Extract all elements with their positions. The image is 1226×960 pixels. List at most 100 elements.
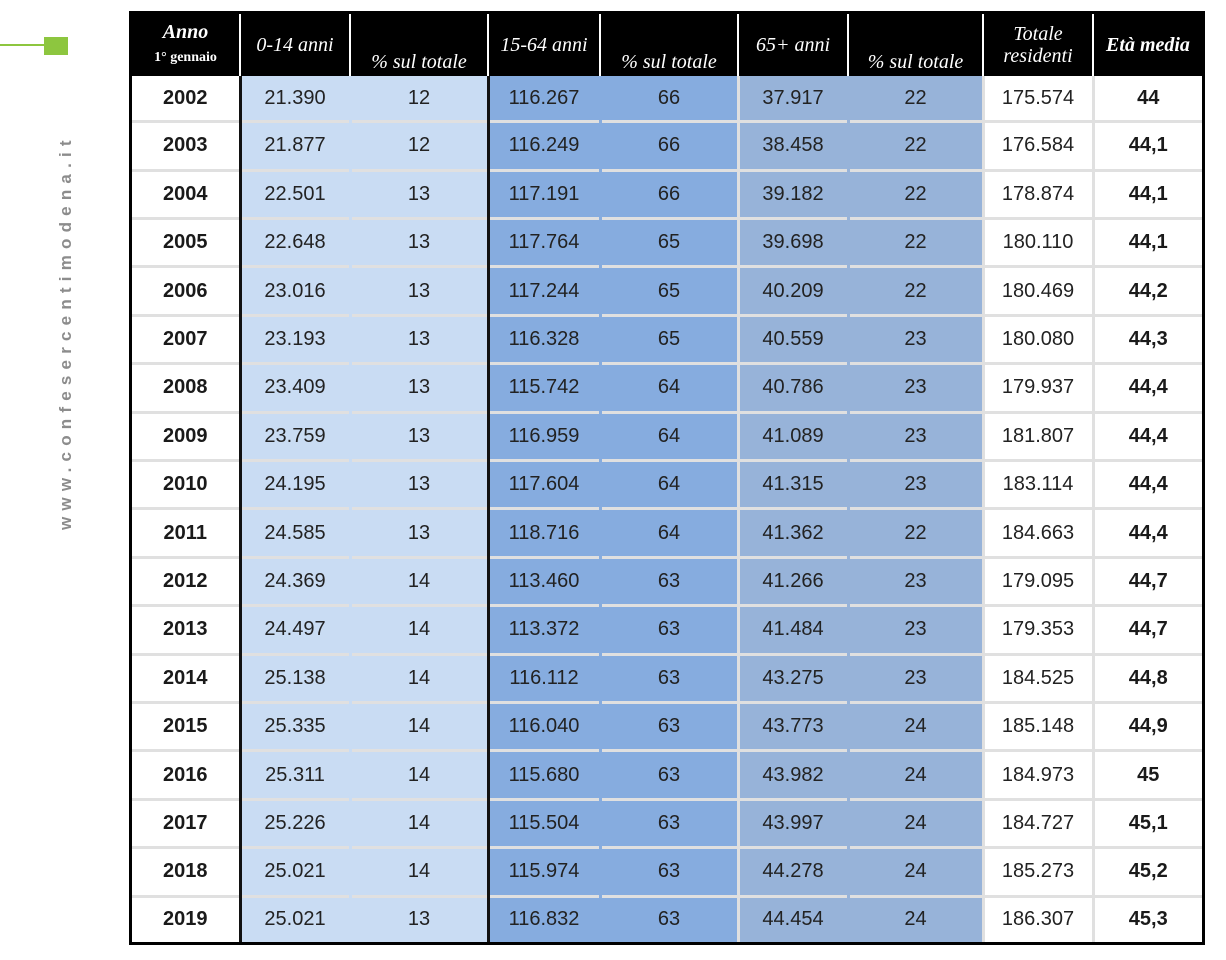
cell-age-65-plus: 44.454 (736, 894, 848, 942)
cell-totale-residenti: 185.273 (981, 846, 1093, 897)
header-age-65-plus: 65+ anni (737, 14, 848, 76)
cell-eta-media: 44,1 (1091, 168, 1202, 219)
cell-pct-15-64: 64 (598, 410, 738, 461)
cell-pct-15-64: 63 (598, 797, 738, 848)
cell-pct-15-64: 64 (598, 458, 738, 509)
cell-totale-residenti: 179.095 (981, 555, 1093, 606)
cell-pct-65-plus: 24 (846, 797, 983, 848)
cell-totale-residenti: 184.525 (981, 652, 1093, 703)
cell-totale-residenti: 186.307 (981, 894, 1093, 942)
cell-anno: 2009 (132, 410, 240, 461)
cell-age-15-64: 113.372 (486, 604, 600, 655)
cell-eta-media: 44,7 (1091, 604, 1202, 655)
cell-age-15-64: 115.504 (486, 797, 600, 848)
cell-pct-65-plus: 22 (846, 76, 983, 122)
cell-anno: 2014 (132, 652, 240, 703)
cell-pct-15-64: 66 (598, 168, 738, 219)
header-eta-media: Età media (1092, 14, 1202, 76)
cell-age-65-plus: 44.278 (736, 846, 848, 897)
cell-age-65-plus: 43.997 (736, 797, 848, 848)
cell-anno: 2006 (132, 265, 240, 316)
header-totale-residenti: Totale residenti (982, 14, 1093, 76)
table-row: 2007 23.193 13 116.328 65 40.559 23 180.080 44,3 (132, 313, 1202, 364)
cell-pct-0-14: 12 (348, 120, 488, 171)
cell-anno: 2005 (132, 216, 240, 267)
cell-age-65-plus: 43.275 (736, 652, 848, 703)
cell-pct-0-14: 13 (348, 362, 488, 413)
cell-pct-0-14: 13 (348, 894, 488, 942)
cell-pct-65-plus: 23 (846, 410, 983, 461)
header-age-0-14: 0-14 anni (239, 14, 350, 76)
cell-age-15-64: 116.267 (486, 76, 600, 122)
table-row: 2019 25.021 13 116.832 63 44.454 24 186.307 45,3 (132, 894, 1202, 942)
cell-pct-15-64: 65 (598, 313, 738, 364)
brand-accent-line (0, 44, 44, 46)
cell-anno: 2013 (132, 604, 240, 655)
cell-pct-15-64: 64 (598, 362, 738, 413)
cell-age-0-14: 25.311 (238, 749, 350, 800)
cell-pct-65-plus: 24 (846, 846, 983, 897)
cell-pct-0-14: 13 (348, 458, 488, 509)
cell-totale-residenti: 179.353 (981, 604, 1093, 655)
cell-pct-15-64: 64 (598, 507, 738, 558)
cell-age-65-plus: 43.773 (736, 700, 848, 751)
cell-age-65-plus: 43.982 (736, 749, 848, 800)
cell-anno: 2015 (132, 700, 240, 751)
table-header: Anno 1° gennaio 0-14 anni % sul totale 1… (132, 14, 1202, 76)
cell-age-0-14: 23.409 (238, 362, 350, 413)
table-row: 2006 23.016 13 117.244 65 40.209 22 180.469 44,2 (132, 265, 1202, 316)
cell-age-65-plus: 39.182 (736, 168, 848, 219)
cell-pct-65-plus: 23 (846, 555, 983, 606)
cell-eta-media: 45,1 (1091, 797, 1202, 848)
cell-pct-65-plus: 22 (846, 265, 983, 316)
cell-age-15-64: 117.191 (486, 168, 600, 219)
cell-pct-65-plus: 22 (846, 168, 983, 219)
header-pct-0-14: % sul totale (349, 14, 488, 76)
table-row: 2009 23.759 13 116.959 64 41.089 23 181.807 44,4 (132, 410, 1202, 461)
cell-age-15-64: 116.249 (486, 120, 600, 171)
cell-anno: 2011 (132, 507, 240, 558)
table-row: 2003 21.877 12 116.249 66 38.458 22 176.584 44,1 (132, 120, 1202, 171)
header-anno: Anno 1° gennaio (132, 14, 240, 76)
cell-anno: 2017 (132, 797, 240, 848)
cell-totale-residenti: 184.973 (981, 749, 1093, 800)
cell-pct-15-64: 63 (598, 604, 738, 655)
cell-pct-0-14: 14 (348, 555, 488, 606)
cell-eta-media: 44,8 (1091, 652, 1202, 703)
cell-eta-media: 44,1 (1091, 216, 1202, 267)
table-row: 2008 23.409 13 115.742 64 40.786 23 179.937 44,4 (132, 362, 1202, 413)
cell-age-0-14: 25.226 (238, 797, 350, 848)
cell-pct-0-14: 13 (348, 313, 488, 364)
cell-pct-65-plus: 22 (846, 507, 983, 558)
cell-pct-0-14: 14 (348, 652, 488, 703)
cell-eta-media: 44,1 (1091, 120, 1202, 171)
cell-anno: 2004 (132, 168, 240, 219)
cell-age-0-14: 23.016 (238, 265, 350, 316)
cell-pct-0-14: 14 (348, 700, 488, 751)
cell-age-0-14: 22.501 (238, 168, 350, 219)
cell-age-65-plus: 38.458 (736, 120, 848, 171)
cell-pct-15-64: 65 (598, 216, 738, 267)
cell-eta-media: 44,4 (1091, 507, 1202, 558)
cell-age-15-64: 116.959 (486, 410, 600, 461)
cell-totale-residenti: 180.469 (981, 265, 1093, 316)
table-row: 2002 21.390 12 116.267 66 37.917 22 175.574 44 (132, 76, 1202, 122)
table-row: 2013 24.497 14 113.372 63 41.484 23 179.353 44,7 (132, 604, 1202, 655)
cell-age-0-14: 21.390 (238, 76, 350, 122)
cell-age-0-14: 25.138 (238, 652, 350, 703)
cell-eta-media: 45,2 (1091, 846, 1202, 897)
cell-totale-residenti: 175.574 (981, 76, 1093, 122)
cell-totale-residenti: 176.584 (981, 120, 1093, 171)
population-table: Anno 1° gennaio 0-14 anni % sul totale 1… (132, 14, 1202, 942)
cell-age-15-64: 115.742 (486, 362, 600, 413)
cell-age-15-64: 118.716 (486, 507, 600, 558)
cell-anno: 2002 (132, 76, 240, 122)
cell-age-0-14: 22.648 (238, 216, 350, 267)
population-table-container: Anno 1° gennaio 0-14 anni % sul totale 1… (129, 11, 1205, 945)
cell-anno: 2019 (132, 894, 240, 942)
cell-totale-residenti: 180.080 (981, 313, 1093, 364)
cell-pct-0-14: 12 (348, 76, 488, 122)
cell-age-0-14: 23.759 (238, 410, 350, 461)
cell-totale-residenti: 179.937 (981, 362, 1093, 413)
cell-age-0-14: 24.497 (238, 604, 350, 655)
